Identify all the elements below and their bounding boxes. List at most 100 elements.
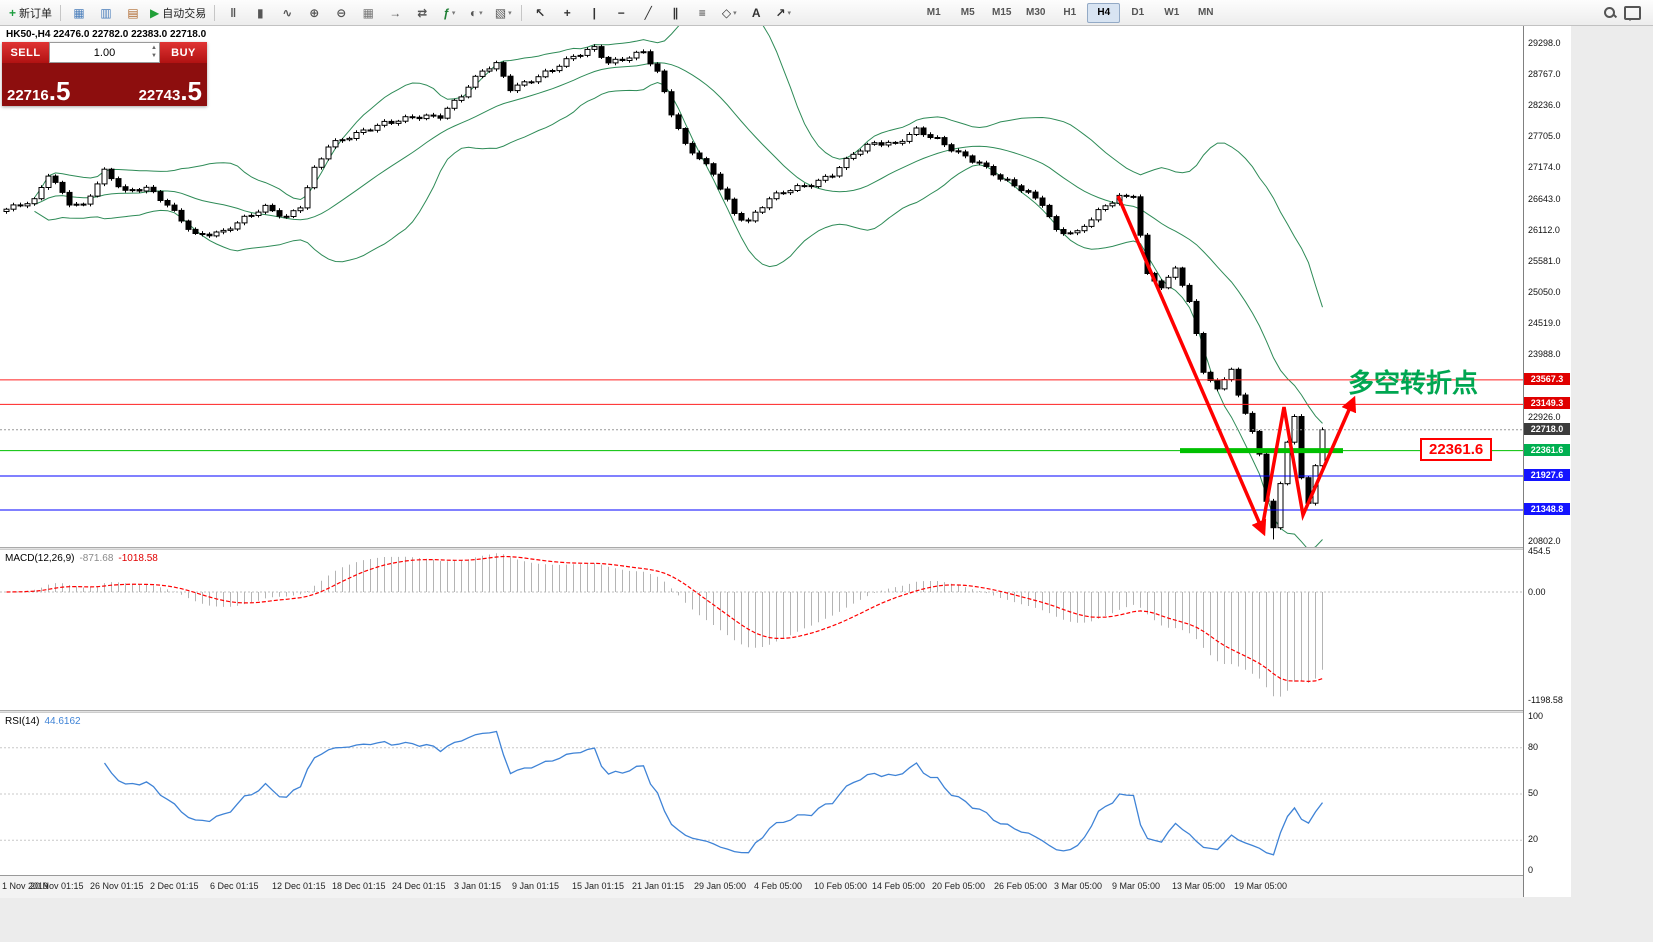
- rsi-panel[interactable]: RSI(14) 44.6162: [0, 713, 1523, 875]
- time-axis-label: 19 Mar 05:00: [1234, 881, 1288, 891]
- fibonacci-icon-glyph: ≡: [698, 5, 706, 20]
- buy-button[interactable]: BUY: [160, 42, 207, 63]
- vertical-line-icon[interactable]: |: [581, 2, 607, 24]
- rsi-axis-label: 50: [1528, 788, 1539, 798]
- search-icon[interactable]: [1603, 6, 1616, 19]
- time-axis-label: 2 Dec 01:15: [150, 881, 199, 891]
- timeframe-m30[interactable]: M30: [1026, 7, 1046, 18]
- fibonacci-icon[interactable]: ≡: [689, 2, 715, 24]
- chat-icon[interactable]: [1624, 5, 1641, 21]
- horizontal-line-icon[interactable]: −: [608, 2, 634, 24]
- time-axis-label: 26 Nov 01:15: [90, 881, 144, 891]
- panel-splitter[interactable]: [0, 547, 1523, 550]
- price-tag: 22361.6: [1524, 444, 1570, 456]
- timeframe-h1[interactable]: H1: [1063, 7, 1077, 18]
- timeframe-d1[interactable]: D1: [1131, 7, 1145, 18]
- price-tag: 23567.3: [1524, 373, 1570, 385]
- time-axis-label: 21 Jan 01:15: [632, 881, 685, 891]
- templates-icon-dropdown[interactable]: ▾: [508, 9, 512, 17]
- zoom-in-icon[interactable]: ⊕: [301, 2, 327, 24]
- arrow-objects-icon[interactable]: ↗ ▾: [770, 2, 796, 24]
- price-tag: 21348.8: [1524, 503, 1570, 515]
- price-axis-label: 28236.0: [1528, 100, 1561, 110]
- periods-icon[interactable]: ◐ ▾: [463, 2, 489, 24]
- time-axis-label: 20 Nov 01:15: [30, 881, 84, 891]
- chart-shift-icon[interactable]: ⇄: [409, 2, 435, 24]
- trend-arrow-zigzag: [1260, 395, 1357, 530]
- cursor-icon[interactable]: ↖: [527, 2, 553, 24]
- timeframe-m15[interactable]: M15: [992, 7, 1012, 18]
- timeframe-h4[interactable]: H4: [1087, 2, 1121, 23]
- market-watch-icon[interactable]: ▤: [120, 2, 146, 24]
- rsi-chart-canvas[interactable]: [0, 713, 1523, 875]
- time-axis-label: 20 Feb 05:00: [932, 881, 986, 891]
- zoom-out-icon[interactable]: ⊖: [328, 2, 354, 24]
- templates-icon[interactable]: ▧ ▾: [490, 2, 516, 24]
- panel-splitter[interactable]: [0, 710, 1523, 713]
- rsi-axis-label: 100: [1528, 711, 1544, 721]
- trendline-icon[interactable]: ╱: [635, 2, 661, 24]
- buy-price: 22743.5: [138, 76, 202, 106]
- zoom-out-icon-glyph: ⊖: [336, 5, 347, 20]
- bar-chart-icon[interactable]: ‖: [220, 2, 246, 24]
- grid-icon[interactable]: ▦: [355, 2, 381, 24]
- volume-value[interactable]: 1.00: [93, 46, 116, 59]
- new-order-button-label: 新订单: [19, 7, 53, 20]
- timeframe-m1[interactable]: M1: [926, 7, 941, 18]
- main-chart-panel[interactable]: 多空转折点 HK50-,H4 22476.0 22782.0 22383.0 2…: [0, 26, 1523, 547]
- profiles-icon[interactable]: ▥: [93, 2, 119, 24]
- candlestick-chart-icon[interactable]: ▮: [247, 2, 273, 24]
- volume-up-icon[interactable]: ▲: [151, 45, 157, 51]
- one-click-trading-panel: SELL 1.00 ▲ ▼ BUY 22716.5 22743.5: [2, 42, 207, 106]
- timeframe-w1[interactable]: W1: [1164, 7, 1180, 18]
- text-icon[interactable]: A: [743, 2, 769, 24]
- periods-icon-glyph: ◐: [469, 5, 478, 20]
- bar-chart-icon-glyph: ‖: [230, 5, 237, 20]
- price-tag: 23149.3: [1524, 397, 1570, 409]
- shapes-icon[interactable]: ◇ ▾: [716, 2, 742, 24]
- market-watch-icon-glyph: ▤: [127, 5, 139, 20]
- charts-icon-glyph: ▦: [73, 5, 85, 20]
- time-axis-label: 14 Feb 05:00: [872, 881, 926, 891]
- time-axis-label: 26 Feb 05:00: [994, 881, 1048, 891]
- volume-spinner[interactable]: ▲ ▼: [151, 44, 157, 60]
- price-axis-label: 25581.0: [1528, 256, 1561, 266]
- timeframe-mn[interactable]: MN: [1197, 7, 1214, 18]
- arrow-objects-icon-dropdown[interactable]: ▾: [787, 9, 792, 17]
- price-scale[interactable]: 29298.0 28767.0 28236.0 27705.0 27174.0 26643…: [1523, 26, 1571, 897]
- one-click-prices: 22716.5 22743.5: [2, 63, 207, 106]
- macd-label: MACD(12,26,9) -871.68 -1018.58: [5, 553, 158, 564]
- volume-field[interactable]: 1.00 ▲ ▼: [49, 42, 160, 63]
- price-axis-label: 23988.0: [1528, 349, 1561, 359]
- crosshair-icon[interactable]: +: [554, 2, 580, 24]
- price-tag: 21927.6: [1524, 469, 1570, 481]
- candlestick-chart-canvas[interactable]: 多空转折点: [0, 26, 1523, 547]
- periods-icon-dropdown[interactable]: ▾: [479, 9, 483, 17]
- indicators-icon[interactable]: ƒ ▾: [436, 2, 462, 24]
- new-order-button[interactable]: + 新订单: [6, 2, 55, 24]
- sell-price: 22716.5: [7, 76, 71, 106]
- timeframe-m5[interactable]: M5: [960, 7, 975, 18]
- time-scale[interactable]: 1 Nov 2019 20 Nov 01:15 26 Nov 01:15 2 Dec …: [0, 875, 1523, 898]
- volume-down-icon[interactable]: ▼: [151, 53, 157, 59]
- macd-chart-canvas[interactable]: [0, 550, 1523, 710]
- indicators-icon-glyph: ƒ: [443, 5, 450, 20]
- profiles-icon-glyph: ▥: [100, 5, 112, 20]
- charts-icon[interactable]: ▦: [66, 2, 92, 24]
- shapes-icon-dropdown[interactable]: ▾: [733, 9, 737, 17]
- autotrading-button-glyph: ▶: [150, 5, 160, 20]
- time-axis-label: 9 Mar 05:00: [1112, 881, 1161, 891]
- macd-panel[interactable]: MACD(12,26,9) -871.68 -1018.58: [0, 550, 1523, 710]
- channel-icon[interactable]: ∥: [662, 2, 688, 24]
- price-axis-label: 25050.0: [1528, 287, 1561, 297]
- sell-button[interactable]: SELL: [2, 42, 49, 63]
- autotrading-button[interactable]: ▶ 自动交易: [147, 2, 209, 24]
- toolbar-right-group: [1603, 5, 1647, 21]
- line-chart-icon[interactable]: ∿: [274, 2, 300, 24]
- auto-scroll-icon[interactable]: →: [382, 2, 408, 24]
- indicators-icon-dropdown[interactable]: ▾: [451, 9, 456, 17]
- rsi-label: RSI(14) 44.6162: [5, 716, 81, 727]
- chart-info-line: HK50-,H4 22476.0 22782.0 22383.0 22718.0: [6, 29, 207, 40]
- time-axis-label: 18 Dec 01:15: [332, 881, 386, 891]
- horizontal-line-icon-glyph: −: [617, 5, 625, 20]
